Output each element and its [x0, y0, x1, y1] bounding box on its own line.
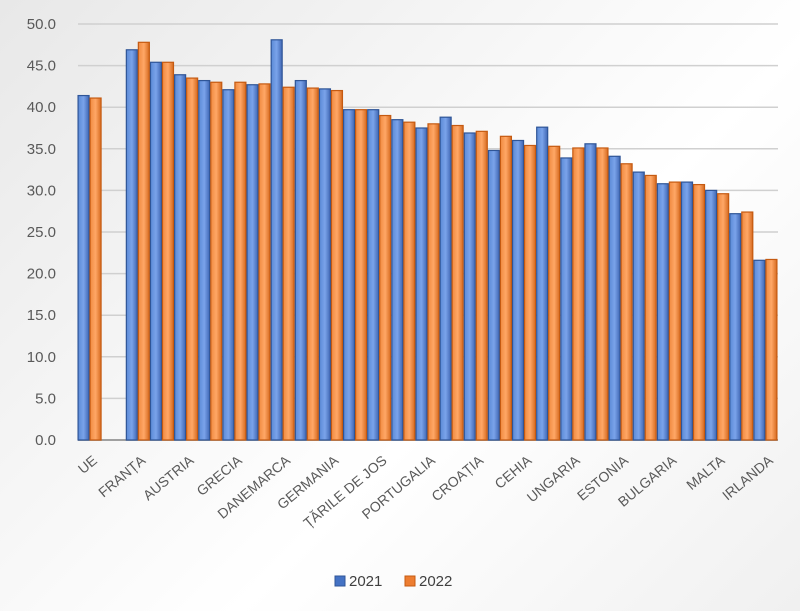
y-tick-label: 15.0 — [27, 307, 56, 324]
bar-2022 — [210, 81, 223, 441]
legend-swatch-2022 — [404, 575, 416, 587]
bar-2022 — [692, 183, 706, 441]
bar-2021 — [608, 155, 621, 441]
bar-2022 — [765, 258, 778, 441]
x-tick-label: UNGARIA — [524, 452, 584, 506]
legend-label-2022: 2022 — [419, 573, 452, 590]
bar-2021 — [391, 119, 404, 441]
legend-label-2021: 2021 — [349, 573, 382, 590]
bar-2022 — [499, 135, 513, 441]
bar-2022 — [306, 87, 319, 441]
bar-2022 — [186, 77, 199, 441]
bar-2022 — [137, 41, 150, 441]
bar-2022 — [451, 124, 464, 441]
bar-2022 — [354, 109, 368, 441]
y-tick-label: 30.0 — [27, 182, 56, 199]
bar-2022 — [548, 145, 561, 441]
bar-2021 — [729, 213, 742, 441]
bar-2021 — [536, 126, 549, 441]
bar-2021 — [77, 94, 90, 441]
bar-2022 — [258, 83, 271, 441]
bar-2021 — [415, 127, 428, 441]
bar-2022 — [741, 211, 754, 441]
bar-2021 — [125, 49, 138, 441]
y-tick-label: 35.0 — [27, 141, 56, 158]
bar-2022 — [379, 114, 392, 441]
bar-2021 — [511, 139, 525, 441]
x-tick-label: UE — [75, 452, 100, 477]
y-tick-label: 40.0 — [27, 99, 56, 116]
y-tick-label: 10.0 — [27, 349, 56, 366]
y-tick-label: 5.0 — [35, 390, 56, 407]
x-tick-label: AUSTRIA — [140, 452, 197, 504]
bar-2021 — [439, 116, 452, 441]
bar-2021 — [198, 79, 211, 441]
bar-2021 — [680, 181, 694, 441]
bar-2021 — [367, 109, 380, 441]
bar-2022 — [644, 174, 657, 441]
bar-2021 — [174, 74, 187, 441]
bar-2021 — [487, 149, 501, 441]
bar-2021 — [560, 157, 573, 441]
legend-swatch-2021 — [334, 575, 346, 587]
x-tick-label: CROAȚIA — [428, 452, 486, 505]
bar-2022 — [572, 147, 585, 441]
bar-2022 — [282, 86, 295, 441]
y-tick-label: 45.0 — [27, 58, 56, 75]
y-tick-label: 50.0 — [27, 16, 56, 33]
bar-2021 — [753, 259, 766, 441]
bar-2022 — [234, 81, 247, 441]
bar-2021 — [463, 132, 476, 441]
bar-2022 — [620, 163, 633, 441]
x-tick-label: CEHIA — [491, 452, 535, 492]
bar-2021 — [246, 84, 259, 441]
bar-2021 — [149, 61, 163, 441]
y-tick-label: 25.0 — [27, 224, 56, 241]
x-tick-label: MALTA — [683, 452, 728, 493]
bar-2022 — [717, 193, 730, 441]
bar-2022 — [596, 147, 609, 441]
y-tick-label: 0.0 — [35, 432, 56, 449]
bar-2022 — [330, 89, 344, 441]
bar-2021 — [318, 88, 332, 441]
bar-2021 — [656, 183, 669, 441]
bar-2022 — [523, 144, 537, 441]
x-tick-label: ȚĂRILE DE JOS — [300, 452, 390, 531]
bar-2021 — [222, 89, 235, 441]
y-tick-label: 20.0 — [27, 266, 56, 283]
bar-2021 — [342, 109, 356, 441]
bar-2021 — [294, 79, 307, 441]
bar-2022 — [475, 130, 488, 441]
bar-2021 — [705, 189, 718, 441]
bar-2021 — [270, 39, 283, 441]
bar-2021 — [632, 171, 645, 441]
bar-2022 — [403, 121, 416, 441]
bar-2022 — [89, 97, 102, 441]
bar-2021 — [584, 143, 597, 441]
x-tick-label: IRLANDA — [719, 452, 776, 504]
bar-2022 — [668, 181, 681, 441]
bar-2022 — [427, 123, 440, 441]
bar-2022 — [161, 61, 175, 441]
